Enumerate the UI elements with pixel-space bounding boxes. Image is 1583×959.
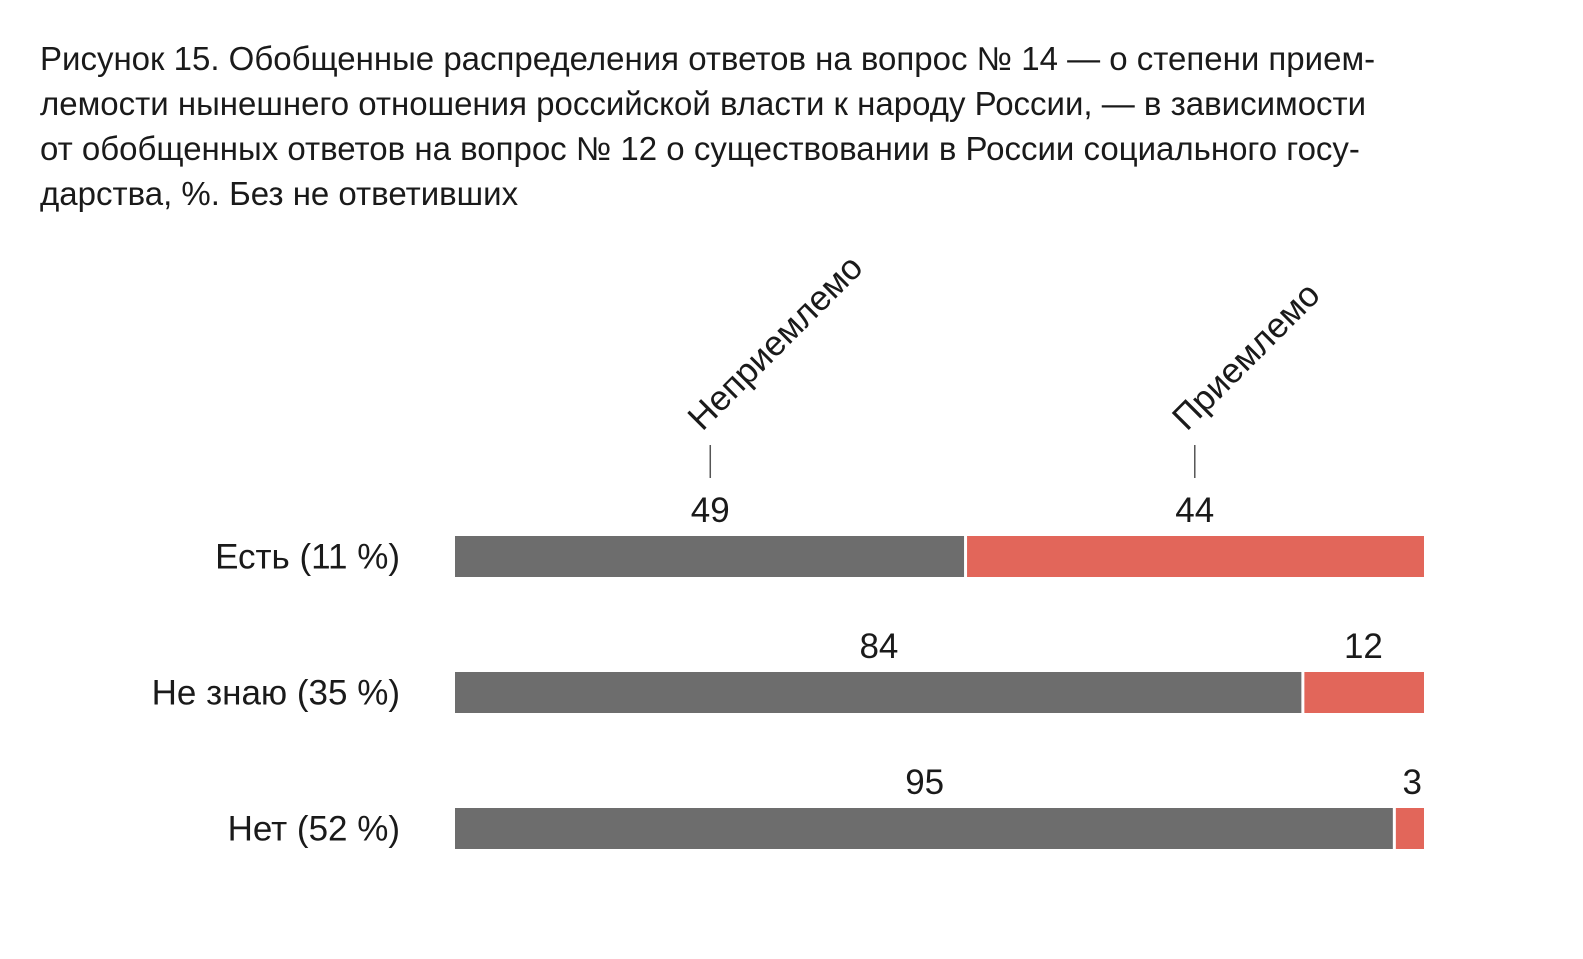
category-label: Есть (11 %) bbox=[215, 538, 400, 577]
bars: Есть (11 %) 49 44 Не знаю (35 %) 84 12 Нет (52… bbox=[152, 491, 1424, 849]
data-label-acceptable: 3 bbox=[1403, 763, 1422, 802]
bar-segment-acceptable bbox=[967, 536, 1424, 577]
data-label-unacceptable: 95 bbox=[905, 763, 944, 802]
legend-label-acceptable: Приемлемо bbox=[1165, 275, 1328, 438]
data-label-acceptable: 44 bbox=[1175, 491, 1214, 530]
bar-segment-unacceptable bbox=[455, 672, 1302, 713]
category-label: Не знаю (35 %) bbox=[152, 674, 400, 713]
data-label-unacceptable: 49 bbox=[691, 491, 730, 530]
bar-segment-unacceptable bbox=[455, 808, 1393, 849]
bar-segment-acceptable bbox=[1304, 672, 1424, 713]
category-label: Нет (52 %) bbox=[228, 810, 400, 849]
data-label-unacceptable: 84 bbox=[859, 627, 898, 666]
figure-title: Рисунок 15. Обобщенные распределения отв… bbox=[40, 40, 1376, 212]
legend: Неприемлемо Приемлемо bbox=[680, 248, 1328, 478]
bar-segment-unacceptable bbox=[455, 536, 965, 577]
bar-segment-acceptable bbox=[1395, 808, 1424, 849]
legend-label-unacceptable: Неприемлемо bbox=[680, 248, 870, 438]
data-label-acceptable: 12 bbox=[1344, 627, 1383, 666]
